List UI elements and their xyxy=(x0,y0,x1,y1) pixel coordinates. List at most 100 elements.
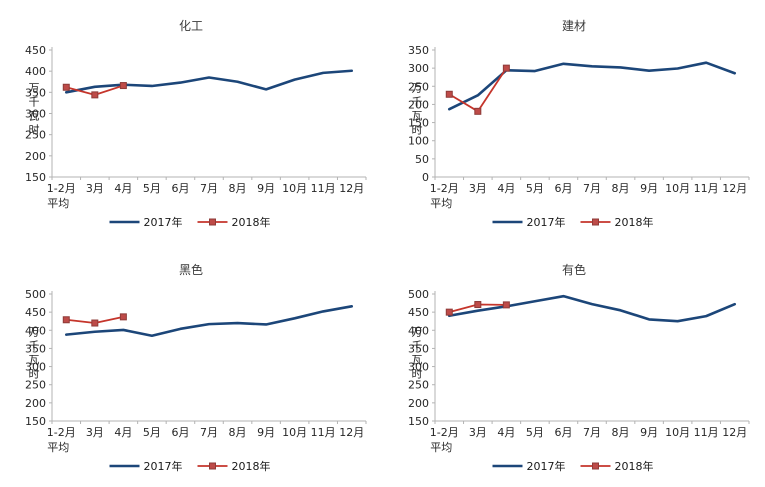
y-tick-label: 300 xyxy=(408,62,429,75)
x-tick-label: 6月 xyxy=(554,182,572,195)
y-tick-label: 450 xyxy=(408,306,429,319)
series-2018-marker xyxy=(445,90,453,98)
x-tick-label: 9月 xyxy=(640,182,658,195)
x-tick-label: 8月 xyxy=(612,426,630,439)
y-tick-label: 200 xyxy=(25,150,46,163)
series-2017-line xyxy=(64,69,354,94)
series-2018-marker xyxy=(119,82,127,90)
legend-marker-2018 xyxy=(209,218,216,226)
series-2017-line xyxy=(447,61,737,111)
x-tick-label: 8月 xyxy=(229,182,247,195)
y-tick-label: 150 xyxy=(25,171,46,184)
y-tick-label: 400 xyxy=(408,324,429,337)
legend-label-2018: 2018年 xyxy=(615,215,654,229)
y-tick-label: 300 xyxy=(408,361,429,374)
chart-panel-building-materials: 建材 万千瓦时 350 300 250 200 150 100 50 0 1-2月 平均 3月 4月 5… xyxy=(383,0,765,243)
series-2018-marker xyxy=(91,91,99,99)
legend-marker-2018 xyxy=(209,462,216,470)
x-tick-label: 12月 xyxy=(339,182,364,195)
x-tick-label: 5月 xyxy=(143,426,161,439)
x-tick-label: 1-2月 xyxy=(47,182,76,195)
x-tick-label: 5月 xyxy=(526,182,544,195)
x-tick-label: 11月 xyxy=(311,182,336,195)
x-tick-label: 7月 xyxy=(583,182,601,195)
x-tick-label: 1-2月 xyxy=(430,426,459,439)
series-2018-marker xyxy=(445,308,453,316)
y-tick-label: 450 xyxy=(25,44,46,57)
x-tick-label: 11月 xyxy=(694,182,719,195)
y-tick-label: 0 xyxy=(422,171,429,184)
y-tick-label: 400 xyxy=(25,324,46,337)
series-2018-marker xyxy=(91,319,99,327)
x-tick-label: 5月 xyxy=(143,182,161,195)
legend-marker-2018 xyxy=(592,462,599,470)
x-tick-label: 6月 xyxy=(171,426,189,439)
series-2018-marker xyxy=(474,107,482,115)
x-tick-label: 8月 xyxy=(229,426,247,439)
y-axis-label: 万千瓦时 xyxy=(410,82,423,138)
legend-label-2017: 2017年 xyxy=(144,215,183,229)
series-2018-marker xyxy=(62,83,70,91)
x-tick-label: 7月 xyxy=(583,426,601,439)
legend-label-2017: 2017年 xyxy=(527,215,566,229)
x-tick-label: 10月 xyxy=(282,426,307,439)
x-tick-label: 10月 xyxy=(282,182,307,195)
x-tick-label: 3月 xyxy=(469,426,487,439)
x-tick-label: 4月 xyxy=(497,426,515,439)
y-tick-label: 350 xyxy=(25,342,46,355)
y-axis-label: 万千瓦时 xyxy=(27,326,40,382)
y-tick-label: 500 xyxy=(25,288,46,301)
legend-marker-2018 xyxy=(592,218,599,226)
x-tick-label: 11月 xyxy=(694,426,719,439)
x-tick-label: 1-2月 xyxy=(47,426,76,439)
x-tick-label: 7月 xyxy=(200,182,218,195)
y-tick-label: 150 xyxy=(408,415,429,428)
x-tick-label: 7月 xyxy=(200,426,218,439)
x-tick-label: 5月 xyxy=(526,426,544,439)
y-tick-label: 250 xyxy=(25,129,46,142)
series-2017-line xyxy=(64,305,354,338)
legend-label-2017: 2017年 xyxy=(144,459,183,473)
series-2017-line xyxy=(447,294,737,323)
x-tick-label: 9月 xyxy=(257,426,275,439)
x-tick-label: 4月 xyxy=(114,182,132,195)
x-tick-label: 1-2月 xyxy=(430,182,459,195)
series-2018-marker xyxy=(474,301,482,309)
x-tick-label: 平均 xyxy=(47,441,69,454)
chart-title: 化工 xyxy=(178,19,203,33)
y-tick-label: 200 xyxy=(25,397,46,410)
x-tick-label: 3月 xyxy=(86,426,104,439)
x-tick-label: 10月 xyxy=(665,182,690,195)
y-tick-label: 500 xyxy=(408,288,429,301)
x-tick-label: 11月 xyxy=(311,426,336,439)
chart-panel-chemical: 化工 万千瓦时 450 400 350 300 250 200 150 1-2月 平均 3月 4月 5… xyxy=(0,0,382,243)
y-tick-label: 150 xyxy=(408,117,429,130)
x-tick-label: 10月 xyxy=(665,426,690,439)
x-tick-label: 4月 xyxy=(114,426,132,439)
x-tick-label: 平均 xyxy=(47,197,69,210)
x-tick-label: 6月 xyxy=(554,426,572,439)
x-tick-label: 9月 xyxy=(640,426,658,439)
y-axis-label: 万千瓦时 xyxy=(410,326,423,382)
y-tick-label: 450 xyxy=(25,306,46,319)
legend-label-2017: 2017年 xyxy=(527,459,566,473)
x-tick-label: 4月 xyxy=(497,182,515,195)
series-2018-marker xyxy=(502,301,510,309)
y-tick-label: 250 xyxy=(25,379,46,392)
chart-title: 黑色 xyxy=(178,263,203,277)
x-tick-label: 3月 xyxy=(86,182,104,195)
x-tick-label: 平均 xyxy=(430,441,452,454)
y-tick-label: 350 xyxy=(408,342,429,355)
x-tick-label: 12月 xyxy=(722,426,747,439)
x-tick-label: 9月 xyxy=(257,182,275,195)
x-tick-label: 6月 xyxy=(171,182,189,195)
y-tick-label: 250 xyxy=(408,80,429,93)
y-tick-label: 350 xyxy=(25,86,46,99)
legend-label-2018: 2018年 xyxy=(232,215,271,229)
y-axis-label: 万千瓦时 xyxy=(27,82,40,138)
y-tick-label: 250 xyxy=(408,379,429,392)
